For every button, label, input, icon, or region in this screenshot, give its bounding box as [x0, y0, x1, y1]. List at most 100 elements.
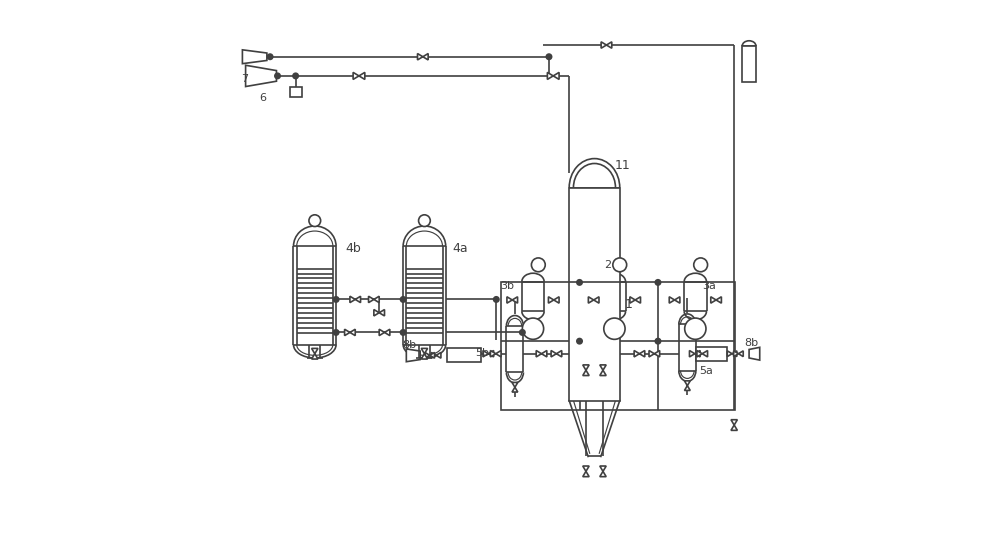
Circle shape — [655, 280, 661, 285]
Circle shape — [613, 258, 627, 272]
Polygon shape — [312, 348, 318, 354]
Circle shape — [267, 54, 273, 59]
Polygon shape — [242, 50, 267, 64]
Circle shape — [577, 280, 582, 285]
Polygon shape — [536, 350, 542, 357]
Polygon shape — [583, 370, 589, 376]
Polygon shape — [600, 466, 606, 471]
Bar — [696, 347, 727, 361]
Polygon shape — [507, 297, 512, 303]
Circle shape — [694, 258, 708, 272]
Polygon shape — [689, 350, 695, 357]
Polygon shape — [548, 297, 554, 303]
Polygon shape — [731, 420, 737, 425]
Circle shape — [400, 330, 406, 335]
Polygon shape — [542, 350, 547, 357]
Polygon shape — [490, 350, 496, 357]
Polygon shape — [551, 350, 556, 357]
Polygon shape — [606, 42, 612, 48]
Polygon shape — [727, 351, 732, 357]
Polygon shape — [353, 72, 359, 79]
Polygon shape — [669, 297, 675, 303]
Polygon shape — [406, 349, 420, 362]
Text: 4a: 4a — [452, 242, 468, 255]
Polygon shape — [684, 381, 690, 386]
Polygon shape — [649, 350, 654, 357]
Polygon shape — [350, 296, 355, 303]
Polygon shape — [697, 350, 702, 357]
Polygon shape — [695, 350, 700, 357]
Polygon shape — [547, 72, 553, 79]
Polygon shape — [732, 351, 737, 357]
Text: 3b: 3b — [500, 281, 514, 291]
Polygon shape — [554, 297, 559, 303]
Text: 5b: 5b — [475, 348, 489, 358]
Circle shape — [400, 297, 406, 302]
Polygon shape — [654, 350, 660, 357]
Polygon shape — [312, 354, 318, 359]
Circle shape — [522, 318, 544, 339]
Circle shape — [494, 297, 499, 302]
Polygon shape — [345, 329, 350, 335]
Polygon shape — [374, 296, 379, 303]
Polygon shape — [634, 350, 639, 357]
Polygon shape — [421, 354, 428, 359]
Polygon shape — [379, 329, 385, 335]
Text: 1: 1 — [625, 298, 633, 311]
Polygon shape — [488, 350, 494, 357]
Polygon shape — [556, 350, 562, 357]
Text: 11: 11 — [615, 159, 630, 172]
Polygon shape — [702, 350, 708, 357]
Circle shape — [655, 339, 661, 344]
Polygon shape — [583, 471, 589, 477]
Polygon shape — [600, 365, 606, 370]
Polygon shape — [749, 347, 760, 360]
Polygon shape — [601, 42, 606, 48]
Polygon shape — [425, 353, 430, 358]
Circle shape — [309, 215, 321, 226]
Polygon shape — [630, 297, 635, 303]
Polygon shape — [594, 297, 599, 303]
Polygon shape — [553, 72, 559, 79]
Circle shape — [293, 73, 298, 79]
Polygon shape — [675, 297, 680, 303]
Circle shape — [546, 54, 552, 59]
Polygon shape — [355, 296, 361, 303]
Polygon shape — [418, 54, 423, 60]
Polygon shape — [512, 297, 518, 303]
Circle shape — [685, 318, 706, 339]
Bar — [501, 282, 735, 410]
Polygon shape — [385, 329, 390, 335]
Circle shape — [531, 258, 545, 272]
Circle shape — [275, 73, 280, 79]
Polygon shape — [512, 383, 518, 387]
Polygon shape — [600, 370, 606, 376]
Polygon shape — [496, 350, 501, 357]
Polygon shape — [379, 310, 385, 316]
Polygon shape — [639, 350, 645, 357]
Text: 3a: 3a — [702, 281, 716, 291]
Circle shape — [577, 339, 582, 344]
Polygon shape — [246, 65, 276, 87]
Circle shape — [604, 318, 625, 339]
Polygon shape — [684, 386, 690, 391]
Polygon shape — [583, 466, 589, 471]
Polygon shape — [359, 72, 365, 79]
Circle shape — [333, 330, 339, 335]
Polygon shape — [431, 353, 436, 358]
Polygon shape — [711, 297, 716, 303]
Polygon shape — [731, 425, 737, 430]
Circle shape — [419, 215, 430, 226]
Polygon shape — [350, 329, 355, 335]
Polygon shape — [588, 297, 594, 303]
Bar — [742, 46, 756, 82]
Polygon shape — [716, 297, 721, 303]
Circle shape — [333, 297, 339, 302]
Polygon shape — [430, 353, 435, 358]
Polygon shape — [423, 54, 428, 60]
Text: 8b: 8b — [744, 338, 758, 348]
Polygon shape — [374, 310, 379, 316]
Polygon shape — [583, 365, 589, 370]
Polygon shape — [436, 353, 441, 358]
Polygon shape — [600, 471, 606, 477]
